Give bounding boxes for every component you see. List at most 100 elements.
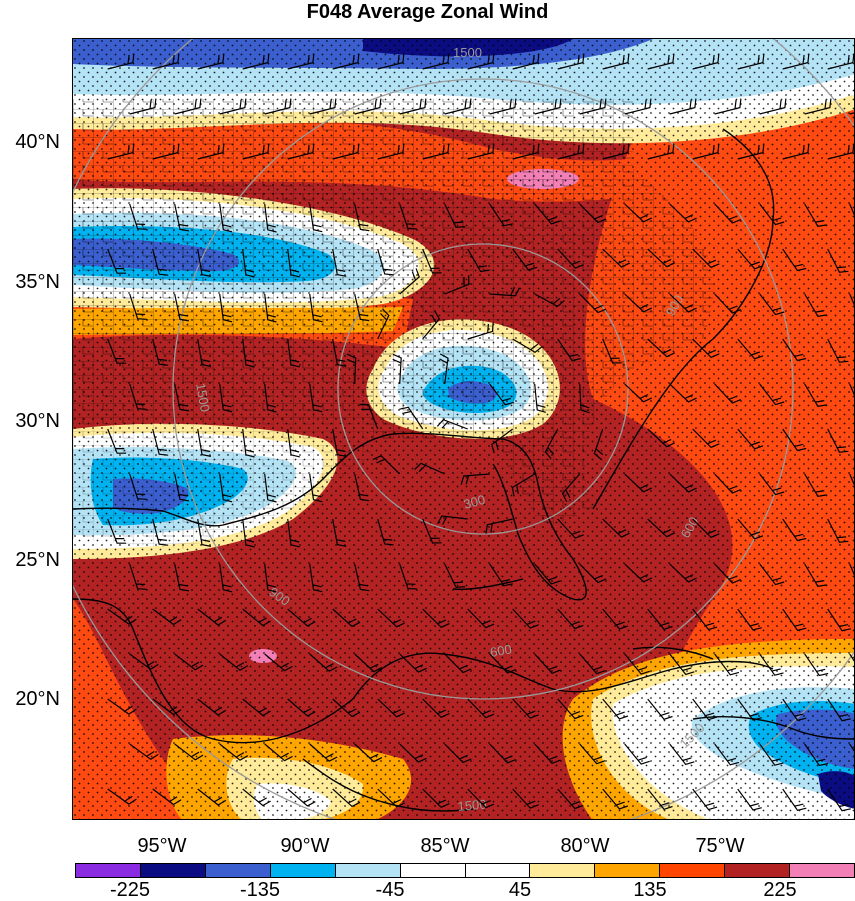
wind-barb [107,248,127,274]
wind-barb [422,698,450,719]
wind-barb [827,608,851,632]
wind-barb [579,203,607,224]
wind-barb [512,788,539,809]
wind-barb [669,473,697,493]
wind-barb [804,293,827,318]
wind-barb [422,248,442,274]
wind-barb [557,248,584,269]
wind-barb [354,653,383,673]
colorbar-label: 135 [633,879,667,901]
wind-barb [489,743,517,764]
wind-barb [602,338,622,364]
wind-barb [414,462,445,475]
wind-barb [579,563,607,584]
wind-barb [759,743,784,766]
wind-barb [737,53,765,70]
wind-barb [152,518,169,546]
wind-barb [197,698,227,716]
wind-barb [849,293,854,306]
wind-barb [512,338,543,354]
wind-barb [264,203,277,233]
wind-barb [624,743,650,765]
wind-barb [107,698,137,715]
wind-barb [827,428,849,453]
wind-barb [152,428,169,456]
colorbar-swatch [790,864,855,877]
lon-label-75w: 75°W [695,835,745,857]
wind-barb [714,98,742,115]
wind-barb [827,53,854,70]
wind-barb [782,788,807,811]
wind-barb [579,293,607,314]
wind-barb [737,428,764,450]
wind-barb [332,248,347,277]
wind-barb [242,608,271,627]
wind-barb [377,788,405,808]
wind-barb [647,428,676,448]
wind-barb [129,563,147,590]
wind-barb [444,743,472,764]
map-title: F048 Average Zonal Wind [306,1,549,23]
wind-barb [377,143,405,160]
wind-barb [399,203,418,230]
wind-barb [669,563,697,583]
wind-barb [197,248,212,277]
wind-barb [197,53,225,70]
wind-barb [377,608,405,628]
wind-barb [647,788,673,811]
wind-barb [647,698,673,721]
wind-barb [287,698,316,717]
wind-barb [354,563,370,592]
wind-barb [444,98,472,115]
wind-barb [561,473,581,502]
wind-barb [287,53,315,70]
wind-barb [692,143,720,160]
wind-barb [354,743,383,763]
wind-barb [174,653,204,671]
map-panel[interactable]: 1500 900 300 900 1500 600 1500 600 1500 [72,38,855,820]
wind-barb [827,698,851,722]
wind-barb [737,338,764,360]
wind-barb [219,563,233,593]
wind-barb [669,653,695,676]
lat-label-20n: 20°N [15,688,60,710]
wind-barb [557,518,584,539]
colorbar-label: 225 [763,879,797,901]
lon-label-80w: 80°W [560,835,610,857]
zonal-wind-map: 1500 900 300 900 1500 600 1500 600 1500 [73,39,854,819]
wind-barb [647,338,676,358]
wind-barb [399,653,427,673]
wind-barb [287,518,300,548]
wind-barb [422,788,450,809]
wind-barb [849,203,854,216]
colorbar-swatch [205,864,271,877]
wind-barb [782,698,807,721]
wind-barb [264,653,293,672]
wind-barb [354,98,382,115]
wind-barb [714,383,742,404]
wind-barb [197,608,227,626]
wind-barb [804,653,829,677]
range-rings [73,39,854,819]
wind-barb [399,268,420,295]
wind-barb [534,653,561,675]
wind-barb [287,608,316,627]
wind-barb [437,515,468,525]
wind-barb [174,743,204,761]
wind-barb [467,143,495,160]
wind-barb [624,473,653,493]
wind-barb [129,653,159,671]
wind-barb [129,743,159,761]
wind-barb [309,98,337,115]
wind-barb [692,698,718,721]
wind-barb [242,788,271,807]
wind-barb [152,698,182,716]
wind-barb [782,338,807,362]
wind-barb [489,98,517,115]
wind-barb [579,98,607,115]
wind-barb [422,608,450,629]
wind-barb [534,563,561,585]
wind-barb [579,653,606,675]
wind-barb [467,608,495,629]
ring-label: 300 [462,492,487,512]
